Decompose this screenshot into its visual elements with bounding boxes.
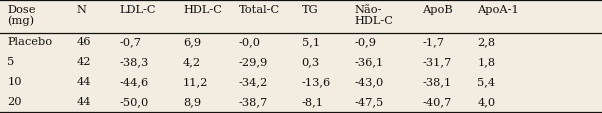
Text: -38,3: -38,3 [120, 57, 149, 67]
Text: 44: 44 [76, 76, 91, 86]
Text: -47,5: -47,5 [355, 96, 384, 106]
Text: TG: TG [302, 5, 318, 14]
Text: -13,6: -13,6 [302, 76, 331, 86]
Text: 4,2: 4,2 [183, 57, 201, 67]
Text: ApoB: ApoB [422, 5, 453, 14]
Text: 6,9: 6,9 [183, 37, 201, 47]
Text: 0,3: 0,3 [302, 57, 320, 67]
Text: 11,2: 11,2 [183, 76, 208, 86]
Text: Dose
(mg): Dose (mg) [7, 5, 36, 26]
Text: 5,1: 5,1 [302, 37, 320, 47]
Text: -1,7: -1,7 [422, 37, 444, 47]
Text: 42: 42 [76, 57, 91, 67]
Text: 8,9: 8,9 [183, 96, 201, 106]
Text: -38,1: -38,1 [422, 76, 452, 86]
Text: LDL-C: LDL-C [120, 5, 157, 14]
Text: 5,4: 5,4 [477, 76, 495, 86]
Text: 5: 5 [7, 57, 14, 67]
Text: Total-C: Total-C [238, 5, 279, 14]
Text: -8,1: -8,1 [302, 96, 324, 106]
Text: 1,8: 1,8 [477, 57, 495, 67]
Text: N: N [76, 5, 86, 14]
Text: 4,0: 4,0 [477, 96, 495, 106]
Text: -44,6: -44,6 [120, 76, 149, 86]
Text: 20: 20 [7, 96, 22, 106]
Text: -36,1: -36,1 [355, 57, 384, 67]
Text: -0,0: -0,0 [238, 37, 261, 47]
Text: Não-
HDL-C: Não- HDL-C [355, 5, 394, 26]
Text: -50,0: -50,0 [120, 96, 149, 106]
Text: 2,8: 2,8 [477, 37, 495, 47]
Text: 46: 46 [76, 37, 91, 47]
Text: -31,7: -31,7 [422, 57, 452, 67]
Text: -43,0: -43,0 [355, 76, 384, 86]
Text: -0,9: -0,9 [355, 37, 377, 47]
Text: Placebo: Placebo [7, 37, 52, 47]
Text: -0,7: -0,7 [120, 37, 142, 47]
Text: -38,7: -38,7 [238, 96, 268, 106]
Text: 10: 10 [7, 76, 22, 86]
Text: -34,2: -34,2 [238, 76, 268, 86]
Text: -40,7: -40,7 [422, 96, 452, 106]
Text: 44: 44 [76, 96, 91, 106]
Text: -29,9: -29,9 [238, 57, 268, 67]
Text: HDL-C: HDL-C [183, 5, 222, 14]
Text: ApoA-1: ApoA-1 [477, 5, 519, 14]
